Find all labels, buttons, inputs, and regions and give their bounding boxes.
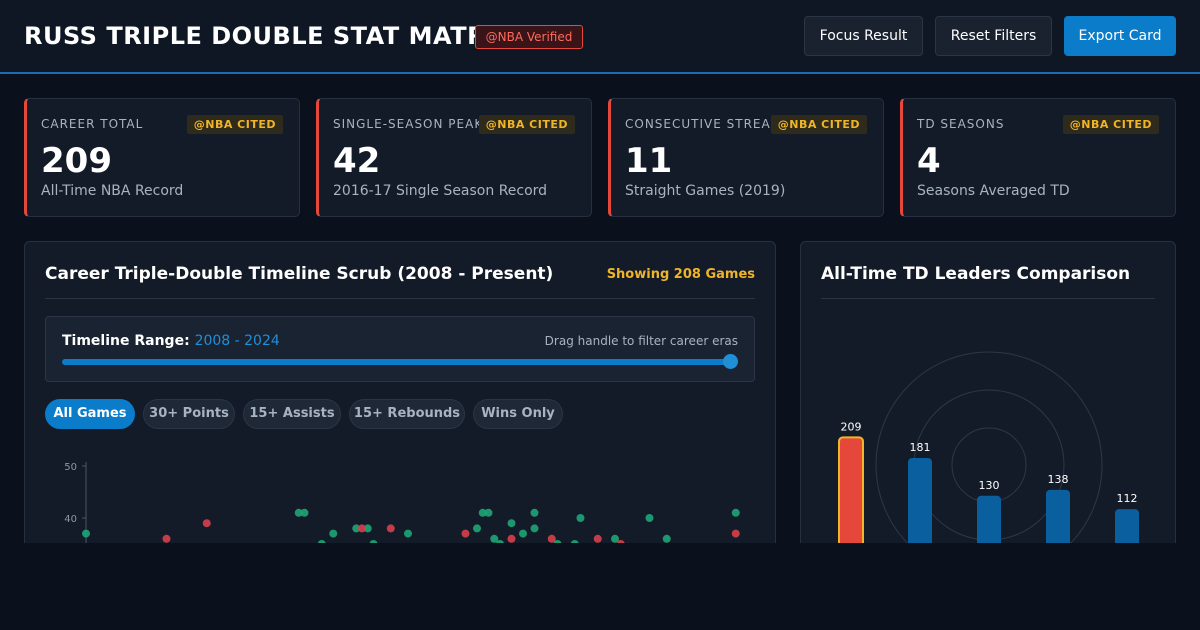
scatter-point[interactable] [507, 519, 516, 528]
stat-value: 4 [917, 141, 941, 181]
showing-count: Showing 208 Games [606, 267, 755, 282]
divider [45, 298, 755, 299]
timeline-slider-handle[interactable] [723, 354, 738, 369]
scatter-point[interactable] [530, 508, 539, 517]
scatter-point[interactable] [611, 534, 619, 543]
scatter-point[interactable] [484, 508, 493, 517]
bar-value-label: 130 [979, 479, 1000, 492]
leaders-panel: All-Time TD Leaders Comparison 209 181 130… [800, 241, 1176, 561]
scatter-point[interactable] [352, 524, 361, 533]
stat-label: CAREER TOTAL [41, 117, 144, 131]
leaders-bar-chart: 209 181 130 138 112 [838, 351, 1139, 561]
bar-value-label: 181 [910, 441, 931, 454]
timeline-title: Career Triple-Double Timeline Scrub (200… [45, 264, 554, 284]
scatter-point[interactable] [300, 508, 309, 517]
stat-card-streak: CONSECUTIVE STREAK @NBA CITED 11 Straigh… [608, 98, 884, 217]
radar-ring [875, 351, 1103, 560]
timeline-slider-track[interactable] [62, 359, 732, 365]
filter-15-assists[interactable]: 15+ Assists [243, 399, 341, 429]
scatter-point[interactable] [507, 534, 516, 543]
scatter-point[interactable] [530, 524, 539, 533]
bar-value-label: 112 [1117, 492, 1138, 505]
scatter-point[interactable] [662, 534, 671, 543]
range-hint: Drag handle to filter career eras [544, 334, 738, 348]
divider [821, 298, 1155, 299]
bar-value-label: 138 [1048, 473, 1069, 486]
range-label-text: Timeline Range: [62, 333, 190, 349]
reset-filters-button[interactable]: Reset Filters [935, 16, 1052, 56]
filter-wins-only[interactable]: Wins Only [473, 399, 563, 429]
stat-value: 209 [41, 141, 112, 181]
stat-subtitle: Seasons Averaged TD [917, 183, 1070, 199]
cited-badge: @NBA CITED [478, 115, 575, 134]
stat-label: TD SEASONS [917, 117, 1005, 131]
scatter-point[interactable] [478, 508, 487, 517]
stat-card-td-seasons: TD SEASONS @NBA CITED 4 Seasons Averaged… [900, 98, 1176, 217]
scatter-point[interactable] [202, 519, 211, 528]
timeline-range-box: Timeline Range: 2008 - 2024 Drag handle … [45, 316, 755, 382]
scatter-point[interactable] [576, 514, 585, 522]
stat-subtitle: Straight Games (2019) [625, 183, 786, 199]
export-card-button[interactable]: Export Card [1064, 16, 1176, 56]
stat-label: SINGLE-SEASON PEAK [333, 117, 484, 131]
scatter-point[interactable] [82, 529, 90, 538]
y-tick-label: 50 [64, 462, 77, 473]
scatter-point[interactable] [404, 529, 412, 538]
scatter-point[interactable] [461, 529, 470, 538]
scatter-point[interactable] [547, 534, 556, 543]
scatter-point[interactable] [329, 529, 338, 538]
range-label: Timeline Range: 2008 - 2024 [62, 333, 280, 349]
y-tick-label: 40 [64, 514, 77, 525]
stat-subtitle: 2016-17 Single Season Record [333, 183, 548, 199]
filter-all-games[interactable]: All Games [45, 399, 135, 429]
scatter-point[interactable] [731, 529, 740, 538]
scatter-point[interactable] [294, 508, 303, 517]
scatter-point[interactable] [358, 524, 366, 533]
scatter-point[interactable] [490, 534, 499, 543]
leader-bar[interactable] [838, 436, 864, 561]
stat-subtitle: All-Time NBA Record [41, 183, 184, 199]
page-title: RUSS TRIPLE DOUBLE STAT MATRIX [24, 22, 515, 50]
cited-badge: @NBA CITED [186, 115, 283, 134]
scatter-point[interactable] [473, 524, 481, 533]
page-background [0, 543, 1200, 630]
leaders-title: All-Time TD Leaders Comparison [821, 264, 1131, 284]
stat-value: 42 [333, 141, 381, 181]
scatter-point[interactable] [363, 524, 372, 533]
bar-value-label: 209 [841, 420, 862, 433]
filter-15-rebounds[interactable]: 15+ Rebounds [349, 399, 465, 429]
cited-badge: @NBA CITED [770, 115, 867, 134]
focus-result-button[interactable]: Focus Result [804, 16, 923, 56]
scatter-point[interactable] [519, 529, 527, 538]
stat-card-career-total: CAREER TOTAL @NBA CITED 209 All-Time NBA… [24, 98, 300, 217]
cited-badge: @NBA CITED [1062, 115, 1159, 134]
stat-label: CONSECUTIVE STREAK [625, 117, 780, 131]
scatter-point[interactable] [645, 514, 654, 522]
scatter-point[interactable] [162, 534, 171, 543]
app-header: RUSS TRIPLE DOUBLE STAT MATRIX @NBA Veri… [0, 0, 1200, 74]
filter-30-points[interactable]: 30+ Points [143, 399, 235, 429]
scatter-point[interactable] [731, 508, 740, 517]
stat-card-season-peak: SINGLE-SEASON PEAK @NBA CITED 42 2016-17… [316, 98, 592, 217]
verified-badge: @NBA Verified [475, 25, 583, 49]
timeline-panel: Career Triple-Double Timeline Scrub (200… [24, 241, 776, 561]
scatter-point[interactable] [593, 534, 602, 543]
leader-bar[interactable] [1046, 489, 1070, 561]
scatter-point[interactable] [386, 524, 395, 533]
range-value: 2008 - 2024 [194, 333, 280, 349]
leader-bar[interactable] [908, 458, 932, 561]
stat-value: 11 [625, 141, 673, 181]
